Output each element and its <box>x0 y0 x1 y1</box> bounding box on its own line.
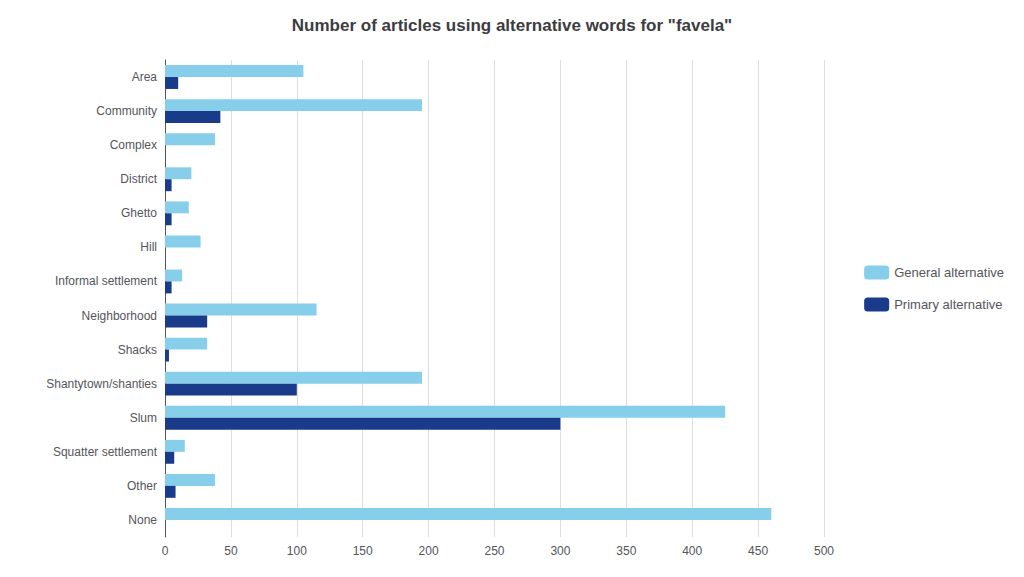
svg-text:Hill: Hill <box>140 240 157 254</box>
svg-text:Informal settlement: Informal settlement <box>55 274 158 288</box>
svg-text:Shacks: Shacks <box>118 343 157 357</box>
svg-text:Primary alternative: Primary alternative <box>894 297 1002 312</box>
svg-text:Number of articles using alter: Number of articles using alternative wor… <box>292 16 732 35</box>
svg-text:150: 150 <box>353 544 373 558</box>
svg-text:200: 200 <box>419 544 439 558</box>
svg-text:District: District <box>120 172 157 186</box>
svg-text:Shantytown/shanties: Shantytown/shanties <box>46 377 157 391</box>
svg-text:400: 400 <box>682 544 702 558</box>
svg-text:Squatter settlement: Squatter settlement <box>53 445 158 459</box>
svg-text:Neighborhood: Neighborhood <box>82 309 157 323</box>
svg-text:350: 350 <box>616 544 636 558</box>
svg-text:500: 500 <box>814 544 834 558</box>
svg-text:General alternative: General alternative <box>894 265 1004 280</box>
svg-text:None: None <box>128 513 157 527</box>
svg-text:450: 450 <box>748 544 768 558</box>
svg-text:300: 300 <box>550 544 570 558</box>
svg-text:Other: Other <box>127 479 157 493</box>
svg-text:Ghetto: Ghetto <box>121 206 157 220</box>
svg-text:Community: Community <box>96 104 157 118</box>
svg-text:50: 50 <box>224 544 238 558</box>
svg-text:250: 250 <box>484 544 504 558</box>
svg-text:0: 0 <box>162 544 169 558</box>
svg-text:Complex: Complex <box>110 138 157 152</box>
svg-text:100: 100 <box>287 544 307 558</box>
svg-text:Slum: Slum <box>130 411 157 425</box>
svg-text:Area: Area <box>132 70 158 84</box>
